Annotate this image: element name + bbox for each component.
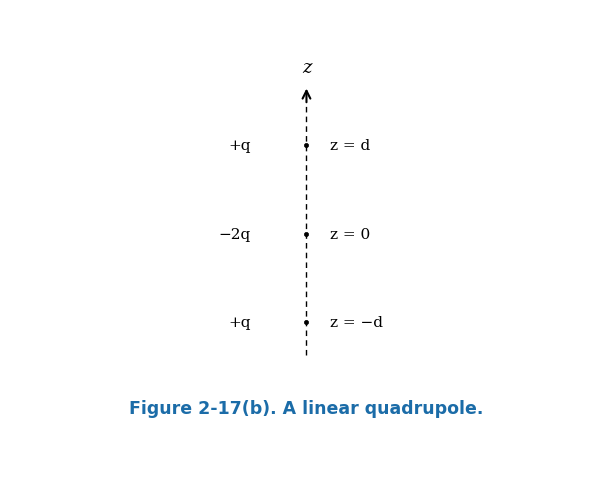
Text: +q: +q: [228, 139, 251, 153]
Text: z = d: z = d: [329, 139, 370, 153]
Text: z = −d: z = −d: [329, 316, 383, 330]
Text: Figure 2-17(b). A linear quadrupole.: Figure 2-17(b). A linear quadrupole.: [129, 399, 484, 417]
Text: −2q: −2q: [219, 228, 251, 241]
Text: +q: +q: [228, 316, 251, 330]
Text: z: z: [302, 59, 311, 77]
Text: z = 0: z = 0: [329, 228, 370, 241]
